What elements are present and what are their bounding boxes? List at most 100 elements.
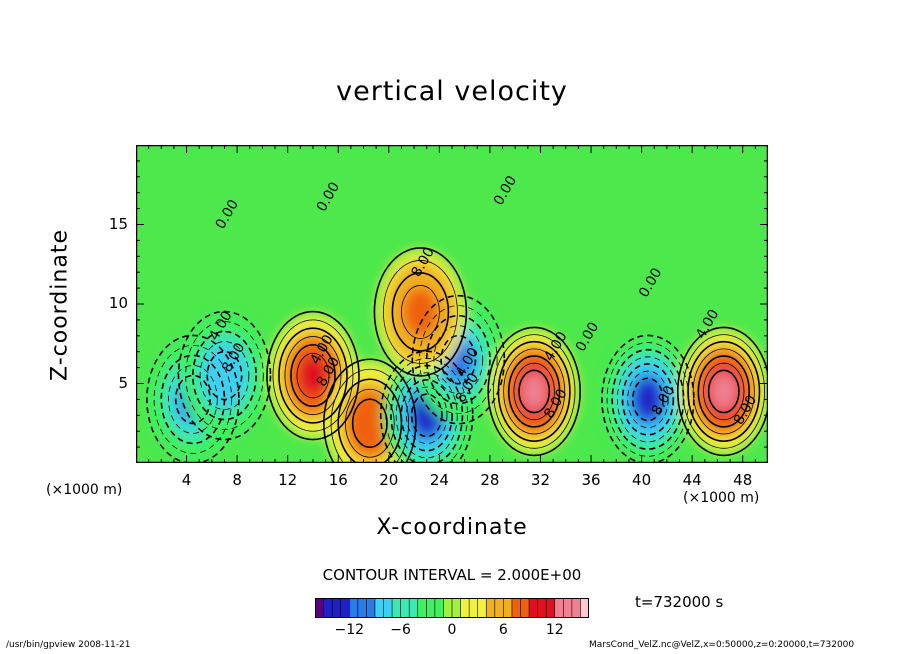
colorbar-segment [349,598,359,618]
field-cell-8-6 [634,380,662,419]
colorbar-tick-label: 6 [498,622,508,638]
colorbar-segment [400,598,410,618]
contour-0-3 [168,364,218,434]
colorbar-segment [357,598,367,618]
chart-title: vertical velocity [336,76,568,107]
colorbar-segment [323,598,333,618]
contour-8-4 [621,363,675,436]
contour-2-3 [284,336,342,415]
contour-7-3 [503,348,566,435]
footer-right: MarsCond_VelZ.nc@VelZ,x=0:50000,z=0:2000… [589,640,855,650]
field-cell-3-4 [354,401,386,446]
contour-1-0 [177,310,272,441]
contour-8-5 [627,370,669,429]
field-cell-2-5 [298,355,327,396]
colorbar-segment [332,598,342,618]
colorbar-segment [366,598,376,618]
contour-6-2 [391,272,450,352]
colorbar-segment [520,598,530,618]
field-cell-9-6 [710,372,737,411]
footer-left: /usr/bin/gpview 2008-11-21 [6,640,131,650]
contour-3-1 [330,368,410,463]
colorbar-segment [426,598,436,618]
x-unit-right: (×1000 m) [683,490,760,506]
colorbar-segment [537,598,547,618]
colorbar-segment [554,598,564,618]
colorbar-segment [443,598,453,618]
contour-4-5 [406,386,448,444]
contour-9-3 [692,348,755,435]
x-tick-label: 28 [480,471,500,489]
colorbar-segment [511,598,521,618]
contour-7-6 [518,369,551,414]
colorbar-tick-label: 0 [447,622,457,638]
contour-0-0 [146,334,240,463]
y-tick-label: 5 [118,373,128,392]
colorbar-segment [571,598,581,618]
x-tick-label: 12 [278,471,298,489]
x-unit-left: (×1000 m) [46,482,123,498]
colorbar-segment [580,598,589,618]
x-tick-label: 48 [733,471,753,489]
colorbar-segment [452,598,462,618]
contour-7-1 [492,334,576,449]
contour-2-4 [290,344,336,408]
contour-7-4 [507,355,561,428]
contour-9-5 [703,362,745,421]
colorbar-segment [494,598,504,618]
contour-1-1 [185,321,264,430]
contour-9-0 [676,326,768,457]
contour-2-5 [296,352,330,399]
x-tick-label: 32 [530,471,551,489]
heatmap-plot: 0.00 0.00 0.00 0.00 0.00 4.00 4.00 4.00 4.00 4.00… [136,145,768,463]
x-tick-label: 4 [181,471,192,489]
contour-2-0 [266,310,360,441]
contour-2-1 [272,319,354,432]
y-axis-label: Z-coordinate [47,229,73,381]
contour-4-3 [395,372,458,459]
contour-9-1 [682,334,766,449]
x-axis-label: X-coordinate [376,515,528,540]
contour-interval-label: CONTOUR INTERVAL = 2.000E+00 [322,566,582,584]
contour-8-6 [631,377,664,422]
colorbar-segment [563,598,573,618]
contour-5-1 [419,305,498,415]
colorbar-segment [392,598,402,618]
colorbar-segment [486,598,496,618]
x-tick-label: 36 [581,471,601,489]
contour-6-0 [373,247,468,377]
contour-4-4 [400,379,453,452]
contour-3-3 [345,388,395,458]
contour-2-2 [278,327,348,424]
contour-9-2 [687,340,761,442]
contour-7-2 [497,340,571,442]
field-cell-6-3 [403,287,438,337]
y-tick-label: 10 [108,294,128,312]
contour-4-6 [410,393,443,438]
colorbar-segment [503,598,513,618]
colorbar-segment [409,598,419,618]
contour-3-0 [323,358,417,463]
y-tick-label: 15 [108,214,128,233]
colorbar-segment [477,598,487,618]
x-tick-label: 8 [232,471,242,489]
x-tick-label: 40 [632,471,652,489]
contour-6-1 [382,260,458,364]
colorbar-tick-label: −6 [390,622,411,638]
time-label: t=732000 s [635,593,724,611]
contour-4-0 [379,350,474,463]
colorbar-segment [529,598,539,618]
contour-1-2 [192,330,257,421]
contour-1-3 [199,341,250,410]
contour-7-0 [487,326,581,457]
field-cell-7-6 [521,372,548,411]
colorbar-segment [417,598,427,618]
contour-5-2 [425,314,491,405]
contour-0-1 [153,344,233,454]
contour-7-5 [513,362,555,421]
x-tick-label: 24 [429,471,449,489]
contour-5-0 [411,294,506,425]
colorbar-border [315,598,589,618]
colorbar-tick-label: 12 [545,622,564,638]
contour-9-4 [697,355,750,428]
